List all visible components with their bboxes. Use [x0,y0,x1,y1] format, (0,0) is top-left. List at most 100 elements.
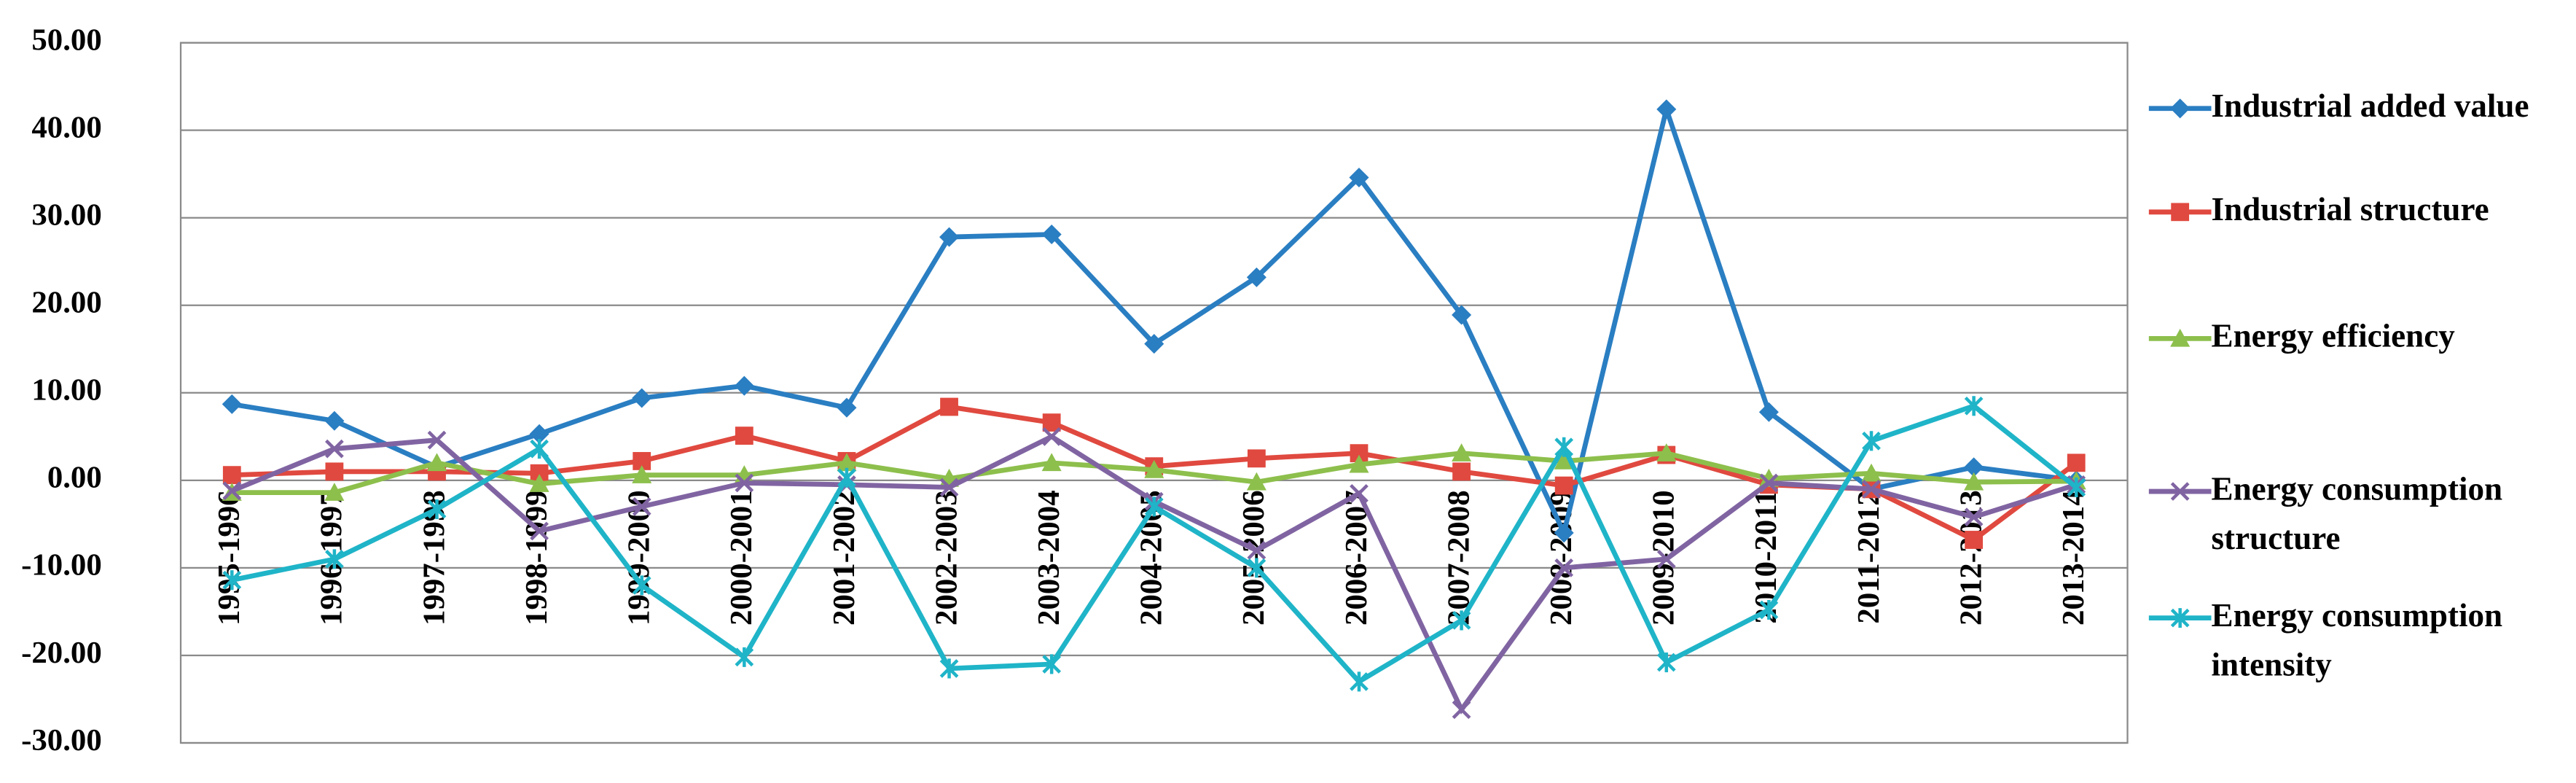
marker [1144,496,1164,517]
marker [1861,463,1882,482]
marker [222,481,242,501]
marker [529,474,549,492]
marker [324,410,345,431]
marker [426,453,447,472]
x-tick-label: 2013-2014 [2056,490,2091,626]
marker [837,397,857,418]
y-tick-label: 50.00 [31,23,101,57]
marker [1042,426,1062,446]
marker [1656,550,1676,569]
legend-entry: Energy consumption structure [2211,472,2503,558]
marker [1452,700,1471,720]
marker [1247,558,1267,578]
marker [1247,541,1267,560]
marker [1041,453,1062,472]
marker [530,521,549,541]
marker [2170,328,2191,347]
marker [1452,610,1471,631]
marker [1656,443,1677,461]
marker [1656,99,1677,120]
marker [1554,558,1574,577]
marker [1247,449,1266,468]
marker [1554,437,1574,457]
marker [1144,459,1164,478]
marker [1862,431,1881,451]
marker [529,424,549,444]
marker [325,549,344,569]
series [222,396,2086,692]
marker [1964,396,1984,416]
marker [324,483,345,501]
marker [1862,479,1881,499]
marker [1144,334,1164,354]
marker [1042,654,1062,674]
y-tick-label: 20.00 [31,286,101,320]
legend-label: Energy efficiency [2211,319,2455,355]
marker [1759,599,1779,620]
x-tick-label: 1999-2000 [622,490,657,626]
y-tick-label: 0.00 [47,461,102,495]
marker [1452,462,1471,481]
marker [530,439,549,459]
marker [1964,507,1984,527]
marker [325,462,344,481]
marker [222,570,242,591]
marker [1964,472,1984,491]
x-tick-label: 2000-2001 [724,490,759,626]
y-tick-label: -30.00 [21,723,102,757]
marker [1964,457,1984,478]
legend-label: Energy consumption intensity [2211,598,2503,684]
marker [735,473,754,493]
y-tick-label: -20.00 [21,636,102,670]
marker [1554,451,1574,470]
marker [939,227,960,247]
marker [1759,473,1779,493]
legend-label: Industrial added value [2211,88,2529,125]
marker [837,467,856,488]
marker [1041,224,1062,245]
marker [632,575,651,596]
legend-label: Industrial structure [2211,192,2489,229]
marker [2170,98,2191,119]
marker [735,426,753,445]
marker [1350,671,1369,692]
x-tick-label: 2003-2004 [1032,490,1066,626]
x-tick-label: 2010-2011 [1749,490,1783,623]
marker [1349,167,1369,188]
x-tick-label: 2008-2009 [1544,490,1578,626]
marker [940,397,958,416]
marker [222,466,241,485]
marker [632,388,652,408]
marker [735,647,754,667]
marker [1452,305,1472,325]
marker [1350,483,1369,503]
marker [939,478,959,497]
marker [325,439,344,459]
y-tick-label: 10.00 [31,373,101,408]
marker [939,658,959,679]
x-tick-label: 2001-2002 [827,490,861,626]
marker [2067,453,2086,472]
marker [1965,531,1984,549]
legend-entry: Industrial added value [2211,88,2529,125]
x-tick-label: 1995-1996 [212,490,246,626]
marker [632,496,651,516]
marker [2171,203,2190,222]
marker [1554,476,1573,495]
marker [222,394,242,414]
x-tick-label: 1998-1999 [520,490,554,626]
legend-entry: Energy consumption intensity [2211,598,2503,684]
y-tick-label: -10.00 [21,548,102,583]
legend-label: Energy consumption structure [2211,472,2503,558]
marker [2170,482,2190,501]
marker [427,499,447,519]
marker [1349,454,1369,473]
marker [2067,477,2086,497]
marker [1656,652,1676,673]
marker [1246,267,1267,287]
marker [1758,402,1779,422]
marker [2170,608,2190,628]
x-tick-label: 2011-2012 [1852,490,1886,623]
